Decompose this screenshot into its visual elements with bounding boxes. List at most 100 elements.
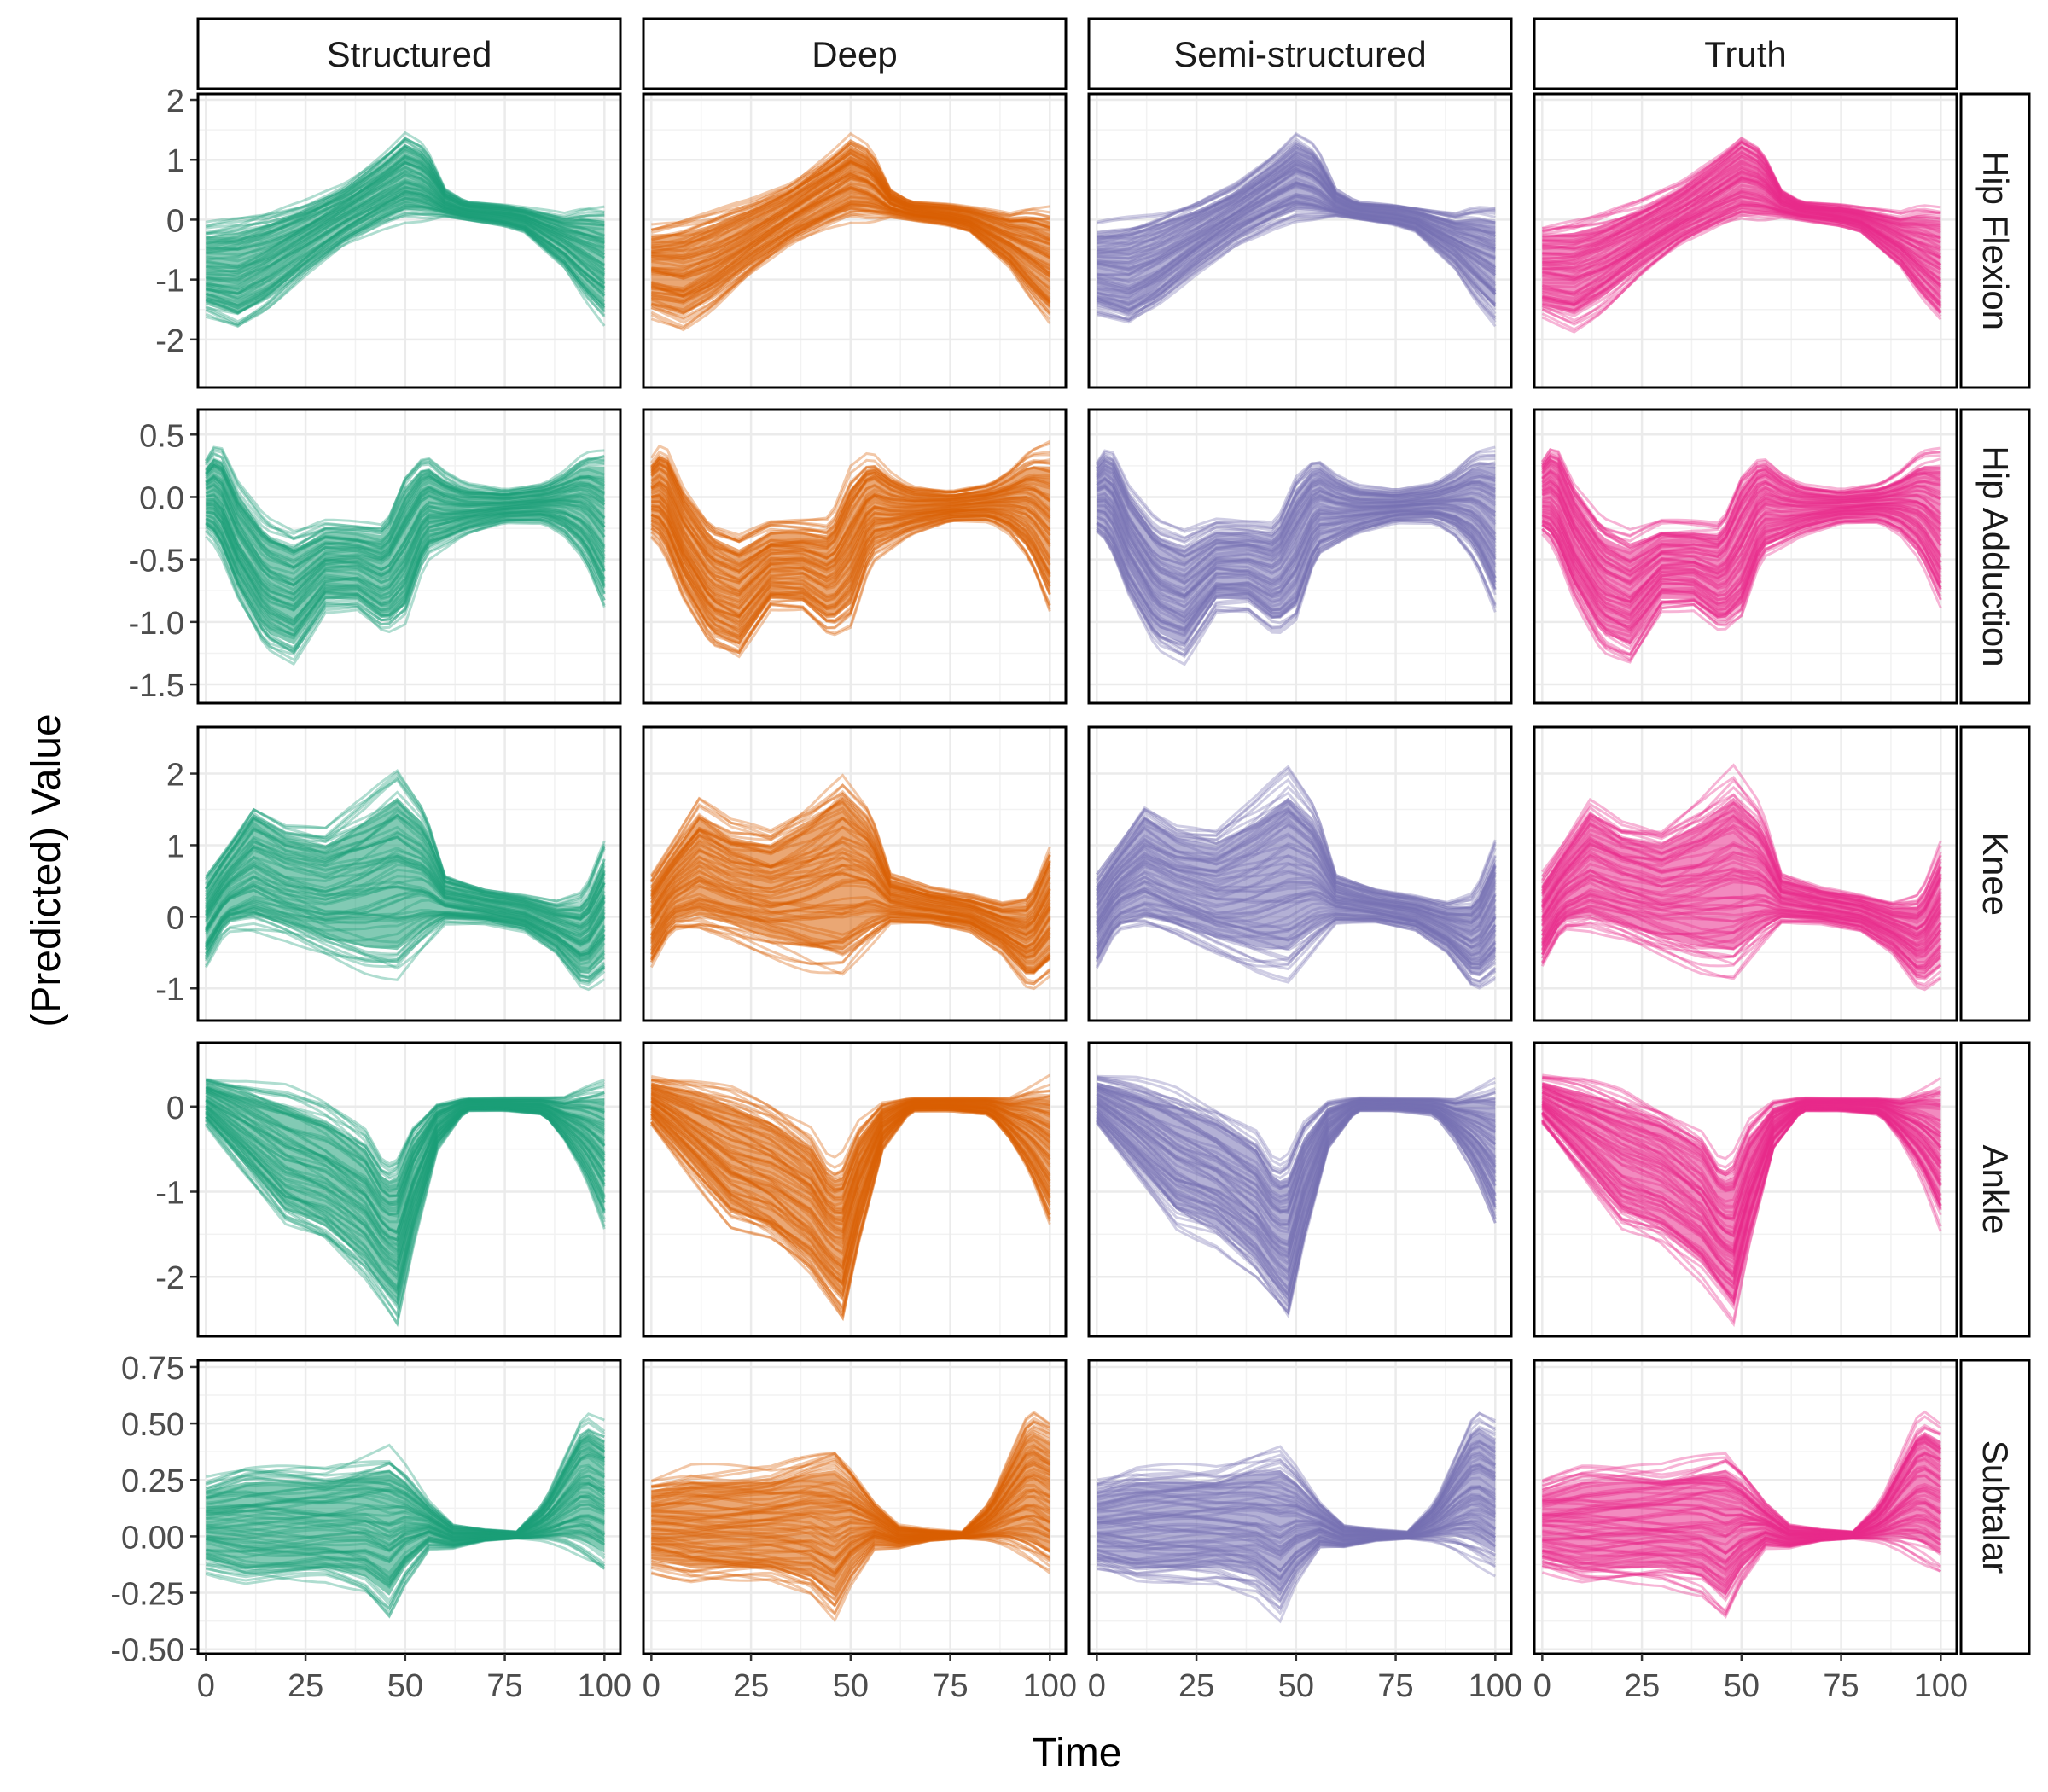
panel-border	[196, 725, 622, 1022]
panel	[1087, 1359, 1513, 1655]
series-line	[1541, 521, 1942, 662]
series-line	[1541, 520, 1942, 664]
x-tick-label: 0	[1088, 1668, 1106, 1704]
series-line	[650, 1109, 1051, 1312]
panel	[1087, 1041, 1513, 1338]
series-line	[1541, 1423, 1941, 1533]
series-line	[206, 139, 605, 234]
series-band	[1542, 1432, 1941, 1596]
series-line	[1541, 139, 1941, 230]
series-line	[205, 445, 605, 533]
series-line	[1541, 213, 1942, 331]
series-line	[1541, 921, 1942, 979]
series-band	[206, 1082, 605, 1300]
panel	[1533, 725, 1958, 1022]
series-line	[205, 518, 606, 656]
panel-border	[1087, 408, 1513, 705]
series-line	[1541, 793, 1942, 907]
panel	[1533, 92, 1958, 389]
series-line	[651, 1537, 1050, 1616]
series-line	[1096, 771, 1497, 906]
series-line	[650, 208, 1051, 324]
series-line	[649, 919, 1051, 991]
row-strip-label: Hip Adduction	[1975, 445, 2016, 666]
facet-panels: Structured Deep Semi-structured Truth Hip Fl…	[110, 17, 2031, 1704]
series-line	[651, 1411, 1051, 1533]
series-line	[1541, 1108, 1942, 1306]
y-tick-label: -2	[155, 1260, 184, 1296]
panel-border	[196, 1359, 622, 1655]
series-line	[1097, 1411, 1497, 1534]
row-strip	[1959, 1041, 2031, 1338]
series-line	[1096, 519, 1497, 659]
series-band	[206, 458, 605, 645]
panel	[642, 1359, 1068, 1655]
panel	[642, 725, 1068, 1022]
y-tick-label: 1	[166, 829, 184, 864]
panel-border	[1533, 92, 1958, 389]
series-line	[1096, 1428, 1497, 1533]
series-line	[1095, 920, 1497, 988]
series-line	[1541, 520, 1942, 661]
series-line	[650, 1421, 1051, 1533]
x-tick-label: 50	[1278, 1668, 1314, 1704]
series-line	[1540, 920, 1942, 992]
row-strip-label: Ankle	[1975, 1144, 2016, 1234]
series-line	[1096, 214, 1497, 328]
series-line	[650, 142, 1050, 235]
series-line	[1097, 1411, 1496, 1534]
panel	[1087, 408, 1513, 705]
x-tick-label: 75	[932, 1668, 968, 1704]
x-tick-label: 100	[1469, 1668, 1522, 1704]
series-line	[1096, 1078, 1496, 1167]
series-line	[1096, 212, 1497, 322]
series-line	[206, 1080, 605, 1178]
series-line	[650, 210, 1051, 317]
series-line	[1096, 213, 1497, 321]
series-band	[651, 1082, 1050, 1300]
series-line	[1541, 1108, 1942, 1307]
series-band	[206, 797, 605, 974]
x-tick-label: 25	[1624, 1668, 1660, 1704]
series-line	[1542, 1076, 1941, 1177]
series-line	[1096, 1537, 1496, 1603]
panel-border	[1533, 725, 1958, 1022]
column-strip-label: Semi-structured	[1173, 34, 1426, 74]
y-axis-title: (Predicted) Value	[24, 713, 69, 1027]
series-line	[1540, 916, 1942, 986]
series-line	[205, 449, 605, 536]
y-tick-label: 0.75	[121, 1351, 184, 1387]
series-line	[206, 1537, 605, 1610]
y-tick-label: -1.5	[129, 668, 184, 704]
series-line	[1541, 518, 1942, 657]
series-line	[206, 1078, 605, 1172]
row-strip	[1959, 725, 2031, 1022]
series-line	[650, 442, 1050, 542]
panel-border	[642, 725, 1068, 1022]
series-line	[651, 1079, 1050, 1177]
series-line	[1541, 210, 1942, 325]
series-line	[650, 919, 1051, 975]
series-line	[205, 520, 606, 662]
series-line	[649, 920, 1051, 984]
series-line	[1097, 1537, 1497, 1624]
panel	[1533, 1041, 1958, 1338]
y-tick-label: 0	[166, 203, 184, 239]
panel	[642, 1041, 1068, 1338]
y-tick-label: 0	[166, 900, 184, 936]
series-line	[1541, 518, 1942, 656]
series-line	[1096, 445, 1496, 543]
series-line	[1096, 519, 1497, 657]
y-tick-label: -1.0	[129, 606, 184, 642]
series-line	[1540, 920, 1942, 989]
series-line	[205, 517, 606, 653]
panel-border	[1533, 1041, 1958, 1338]
panel-border	[196, 408, 622, 705]
series-line	[651, 1078, 1050, 1181]
series-line	[205, 215, 606, 327]
series-line	[1097, 1074, 1496, 1172]
series-line	[650, 1537, 1051, 1623]
column-strip	[642, 17, 1068, 90]
panel	[1533, 1359, 1958, 1655]
x-tick-label: 100	[1023, 1668, 1077, 1704]
